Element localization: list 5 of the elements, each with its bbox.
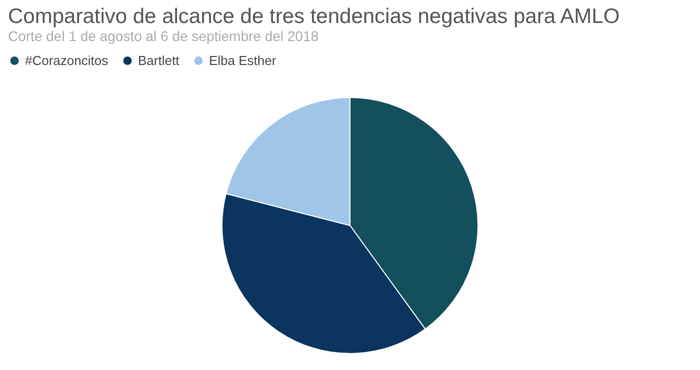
legend-label: #Corazoncitos (25, 52, 109, 68)
legend-label: Elba Esther (209, 52, 277, 68)
chart-title: Comparativo de alcance de tres tendencias negativas para AMLO (8, 5, 620, 28)
chart-subtitle: Corte del 1 de agosto al 6 de septiembre del 2018 (8, 28, 319, 44)
legend-label: Bartlett (138, 52, 180, 68)
